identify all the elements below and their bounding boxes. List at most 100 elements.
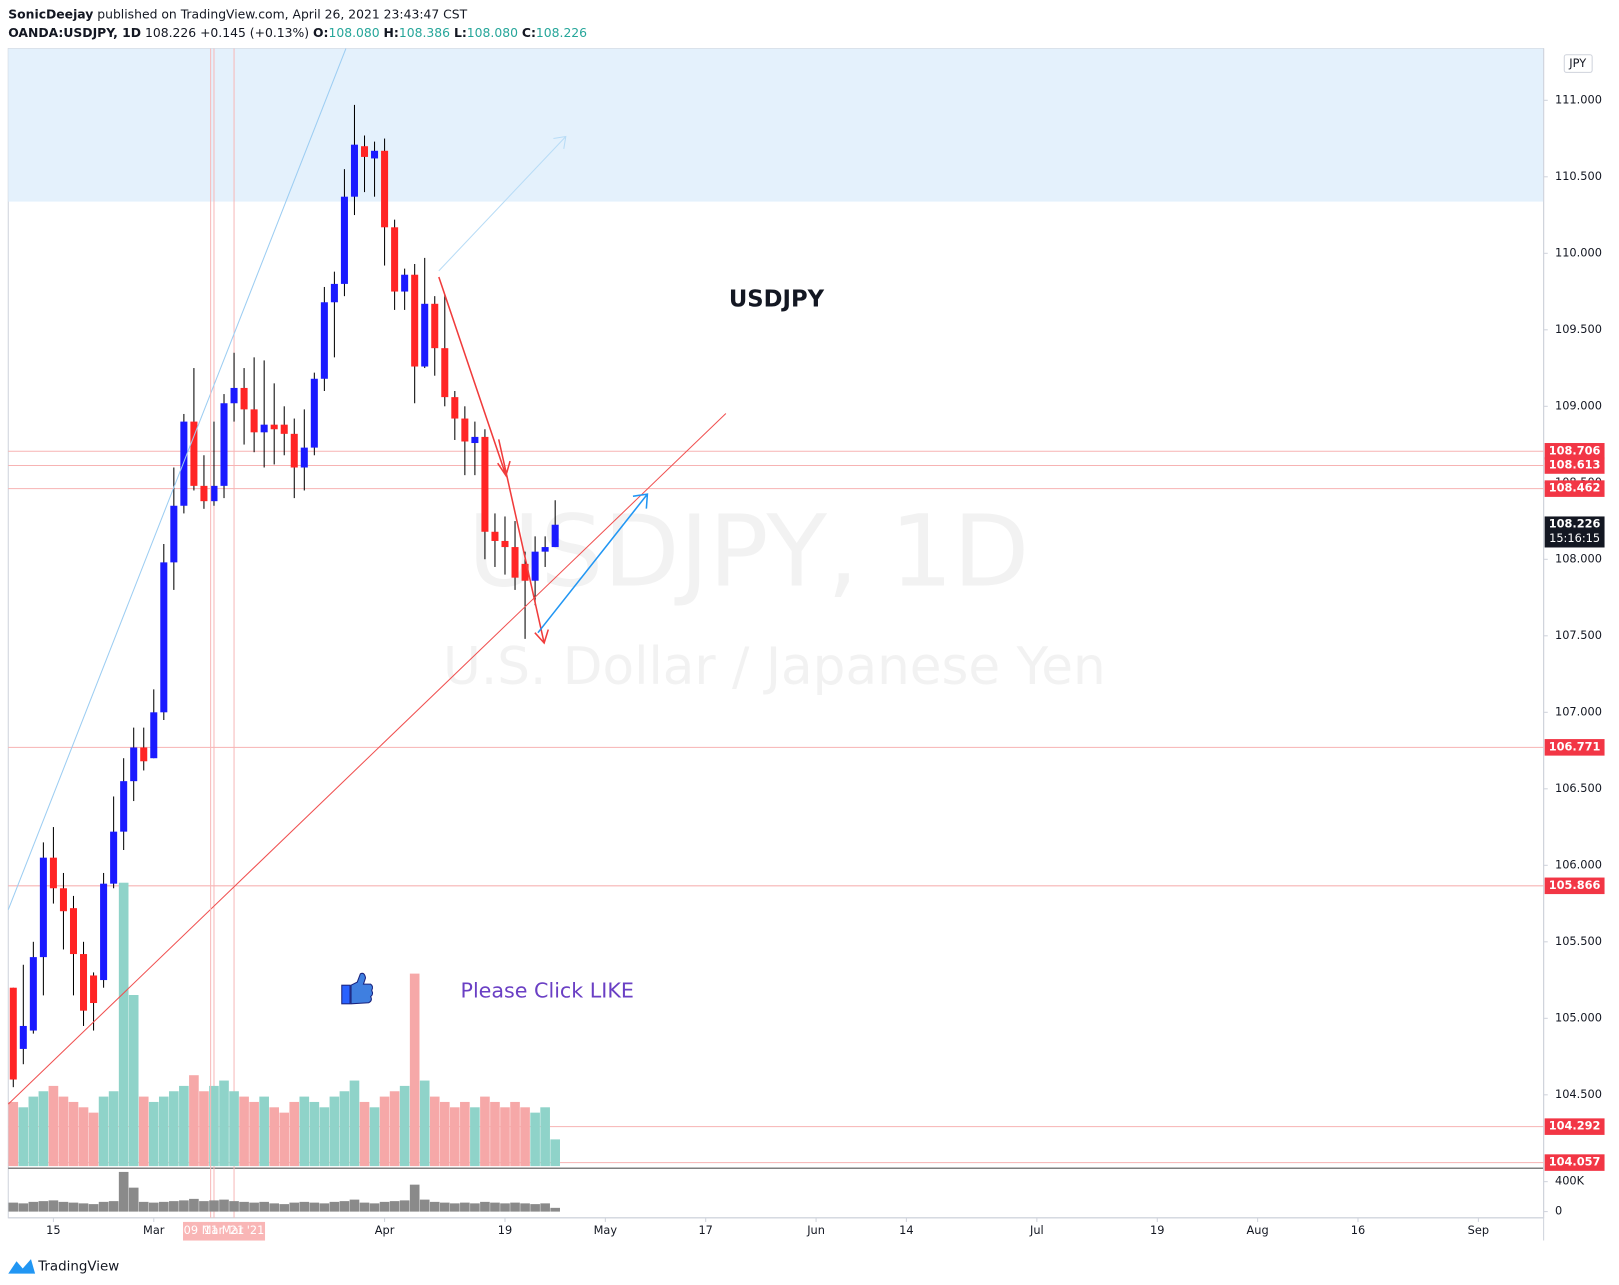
candle-body (431, 303, 439, 349)
volume-bar (339, 1201, 350, 1212)
level-box (1544, 1154, 1605, 1171)
volume-bar (490, 1202, 500, 1212)
volume-overlay-bar (78, 1107, 89, 1167)
supply-zone (8, 48, 1544, 202)
level-label: 104.057 (1549, 1155, 1601, 1169)
volume-bar (88, 1204, 99, 1212)
candle-body (180, 421, 188, 506)
y-tick-label: 108.000 (1555, 551, 1602, 565)
candle-body (360, 146, 369, 157)
author: SonicDeejay (8, 6, 93, 21)
ohlc-key: O: (313, 25, 328, 40)
volume-bar (279, 1204, 290, 1212)
volume-overlay-bar (138, 1096, 149, 1167)
volume-bar (249, 1202, 259, 1212)
symbol-line: OANDA:USDJPY, 1D 108.226 +0.145 (+0.13%)… (8, 25, 587, 40)
volume-bar (8, 1202, 19, 1212)
x-tick-label: Jun (806, 1223, 825, 1237)
volume-bar (78, 1203, 89, 1212)
candle-body (491, 531, 499, 541)
volume-bar (199, 1201, 209, 1212)
last-price-box (1544, 516, 1605, 548)
volume-bar (209, 1200, 219, 1212)
volume-bar (189, 1198, 199, 1212)
candle-body (190, 421, 198, 486)
volume-bar (470, 1203, 480, 1212)
candle-body (501, 540, 509, 548)
volume-overlay-bar (259, 1096, 269, 1167)
volume-bar (259, 1201, 269, 1212)
y-tick-label: 107.000 (1555, 704, 1602, 718)
trend-line (7, 48, 347, 910)
volume-bar (510, 1202, 520, 1212)
volume-overlay-bar (379, 1096, 390, 1167)
volume-bar (229, 1201, 239, 1212)
volume-overlay-bar (8, 1101, 19, 1167)
x-tick-label: 17 (698, 1223, 712, 1237)
level-label: 108.706 (1549, 443, 1601, 457)
volume-bar (480, 1201, 490, 1212)
candle-body (80, 954, 88, 1011)
x-tick-label: Jul (1029, 1223, 1044, 1237)
candle-body (230, 387, 238, 404)
volume-overlay-bar (450, 1107, 460, 1167)
volume-bar (520, 1203, 530, 1212)
volume-bar (138, 1201, 149, 1212)
candle-body (140, 747, 148, 762)
candle-body (120, 781, 128, 832)
volume-bar (108, 1201, 119, 1212)
volume-bar (128, 1187, 139, 1212)
level-box (1544, 443, 1605, 460)
volume-overlay-bar (550, 1139, 560, 1167)
volume-overlay-bar (299, 1096, 310, 1167)
volume-overlay-bar (530, 1112, 540, 1167)
volume-overlay-bar (480, 1096, 490, 1167)
volume-bar (530, 1204, 540, 1212)
volume-overlay-bar (419, 1080, 430, 1167)
candle-body (551, 524, 559, 548)
volume-overlay-bar (359, 1101, 370, 1167)
ohlc-value: 108.226 (536, 25, 587, 40)
countdown: 15:16:15 (1549, 531, 1600, 545)
volume-bar (299, 1201, 310, 1212)
volume-bar (18, 1203, 29, 1212)
volume-bar (389, 1201, 400, 1212)
volume-tick-label: 0 (1555, 1204, 1562, 1218)
candle-body (39, 857, 47, 958)
volume-overlay-bar (500, 1107, 510, 1167)
marker-label: 09 Mar '21 (184, 1223, 245, 1237)
y-tick-label: 109.000 (1555, 398, 1602, 412)
ohlc-key: H: (384, 25, 399, 40)
volume-bar (169, 1201, 179, 1212)
candle-body (290, 433, 298, 468)
y-tick-label: 110.500 (1555, 169, 1602, 183)
volume-bar (500, 1203, 510, 1212)
volume-overlay-bar (510, 1101, 520, 1167)
volume-overlay-bar (58, 1096, 69, 1167)
support-line (7, 413, 727, 1105)
candle-body (330, 283, 338, 303)
candle-body (260, 424, 268, 433)
volume-bar (419, 1199, 430, 1212)
candle-body (270, 424, 278, 430)
y-tick-label: 110.000 (1555, 245, 1602, 259)
change: +0.145 (+0.13%) (200, 25, 309, 40)
footer-brand: TradingView (37, 1259, 119, 1274)
candle-body (521, 563, 529, 581)
volume-overlay-bar (38, 1091, 49, 1167)
y-tick-label: 105.500 (1555, 934, 1602, 948)
volume-bar (409, 1184, 420, 1212)
candle-body (310, 378, 318, 448)
volume-overlay-bar (399, 1085, 410, 1167)
tradingview-logo (8, 1259, 36, 1274)
y-tick-label: 106.000 (1555, 857, 1602, 871)
candle-body (481, 436, 489, 532)
level-box (1544, 1118, 1605, 1135)
volume-bar (48, 1200, 59, 1212)
candle-body (461, 418, 469, 442)
y-tick-label: 107.500 (1555, 628, 1602, 642)
y-tick-label: 104.500 (1555, 1087, 1602, 1101)
level-label: 104.292 (1549, 1119, 1601, 1133)
marker-label: 11 Mar '21 (204, 1223, 265, 1237)
